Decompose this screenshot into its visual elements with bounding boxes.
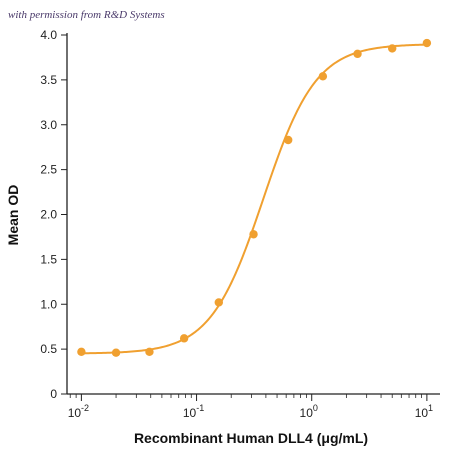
fit-curve xyxy=(81,43,427,355)
data-point xyxy=(179,334,189,343)
y-tick-label: 3.0 xyxy=(40,118,57,132)
x-tick-label: 100 xyxy=(300,403,318,420)
data-point xyxy=(214,298,223,307)
data-point xyxy=(388,44,397,53)
ticks-layer: 0 0.5 1.0 1.5 2.0 2.5 3.0 3.5 4.0 10-2 10-1 100 101 xyxy=(40,28,433,420)
y-tick-label: 3.5 xyxy=(40,73,57,87)
watermark-text: with permission from R&D Systems xyxy=(8,9,165,21)
data-points-layer xyxy=(77,38,432,357)
x-tick-label: 101 xyxy=(415,403,433,420)
y-tick-label: 0.5 xyxy=(40,342,57,356)
fit-curve-layer xyxy=(81,43,427,355)
y-tick-label: 0 xyxy=(50,387,57,401)
data-point xyxy=(145,347,154,357)
data-point xyxy=(249,230,258,239)
y-tick-label: 2.5 xyxy=(40,163,57,177)
y-tick-label: 4.0 xyxy=(40,28,57,42)
data-point xyxy=(111,348,121,357)
x-tick-label: 10-1 xyxy=(183,403,204,420)
y-tick-label: 1.0 xyxy=(40,297,57,311)
data-point xyxy=(318,72,328,81)
x-tick-label: 10-2 xyxy=(68,403,89,420)
data-point xyxy=(422,38,432,48)
data-point xyxy=(353,49,362,59)
y-tick-label: 2.0 xyxy=(40,208,57,222)
data-point xyxy=(77,347,86,357)
y-tick-label: 1.5 xyxy=(40,252,57,266)
x-axis-title: Recombinant Human DLL4 (μg/mL) xyxy=(134,430,368,446)
data-point xyxy=(284,135,293,145)
axes xyxy=(66,33,440,395)
y-axis-title: Mean OD xyxy=(5,185,21,246)
